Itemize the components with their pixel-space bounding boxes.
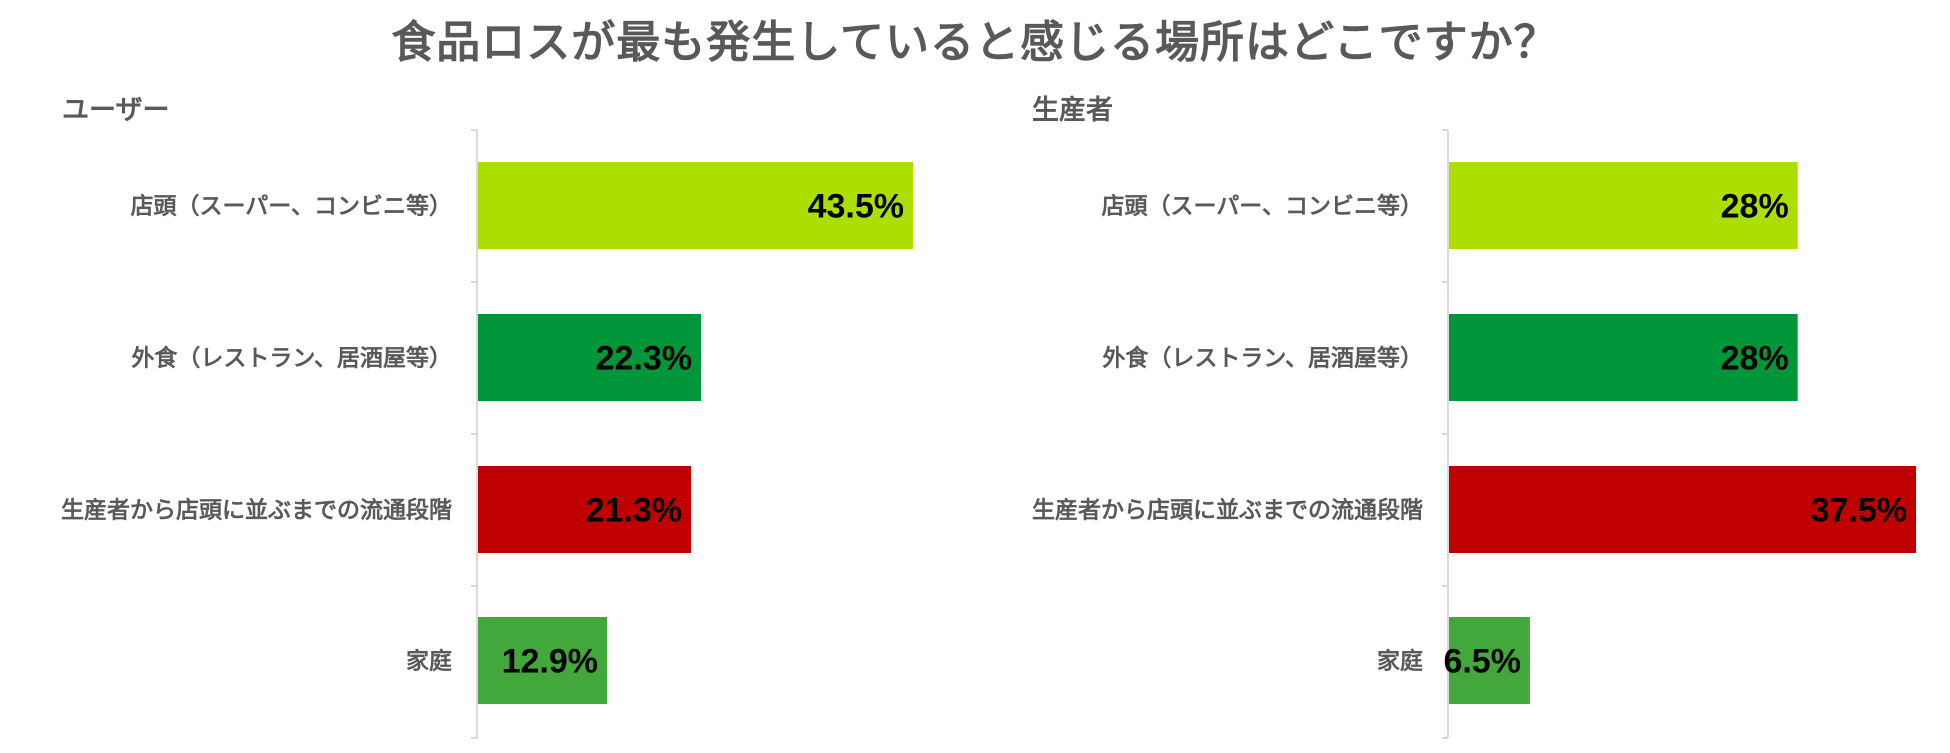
bar-producers-3 bbox=[1449, 617, 1530, 704]
panel-title-producers: 生産者 bbox=[1032, 95, 1113, 126]
category-label-users-2: 生産者から店頭に並ぶまでの流通段階 bbox=[61, 497, 452, 524]
data-label-producers-2: 37.5% bbox=[1811, 492, 1907, 530]
category-label-producers-2: 生産者から店頭に並ぶまでの流通段階 bbox=[1032, 497, 1423, 524]
data-label-producers-3: 6.5% bbox=[1443, 643, 1521, 681]
data-label-users-1: 22.3% bbox=[596, 340, 692, 378]
data-label-users-0: 43.5% bbox=[808, 188, 904, 226]
data-label-producers-1: 28% bbox=[1721, 340, 1789, 378]
category-label-users-3: 家庭 bbox=[406, 648, 452, 675]
category-label-producers-1: 外食（レストラン、居酒屋等） bbox=[1102, 345, 1423, 372]
data-label-producers-0: 28% bbox=[1721, 188, 1789, 226]
bar-producers-0 bbox=[1449, 162, 1798, 249]
bar-users-2 bbox=[478, 466, 691, 553]
category-label-users-1: 外食（レストラン、居酒屋等） bbox=[131, 345, 452, 372]
category-label-producers-0: 店頭（スーパー、コンビニ等） bbox=[1101, 193, 1423, 220]
bar-producers-1 bbox=[1449, 314, 1798, 401]
data-label-users-2: 21.3% bbox=[586, 492, 682, 530]
category-label-producers-3: 家庭 bbox=[1377, 648, 1423, 675]
panel-title-users: ユーザー bbox=[62, 95, 170, 126]
page-title: 食品ロスが最も発生していると感じる場所はどこですか？ bbox=[391, 17, 1559, 68]
bar-users-1 bbox=[478, 314, 701, 401]
bar-users-3 bbox=[478, 617, 607, 704]
category-label-users-0: 店頭（スーパー、コンビニ等） bbox=[130, 193, 452, 220]
bar-users-0 bbox=[478, 162, 913, 249]
bar-producers-2 bbox=[1449, 466, 1916, 553]
data-label-users-3: 12.9% bbox=[502, 643, 598, 681]
